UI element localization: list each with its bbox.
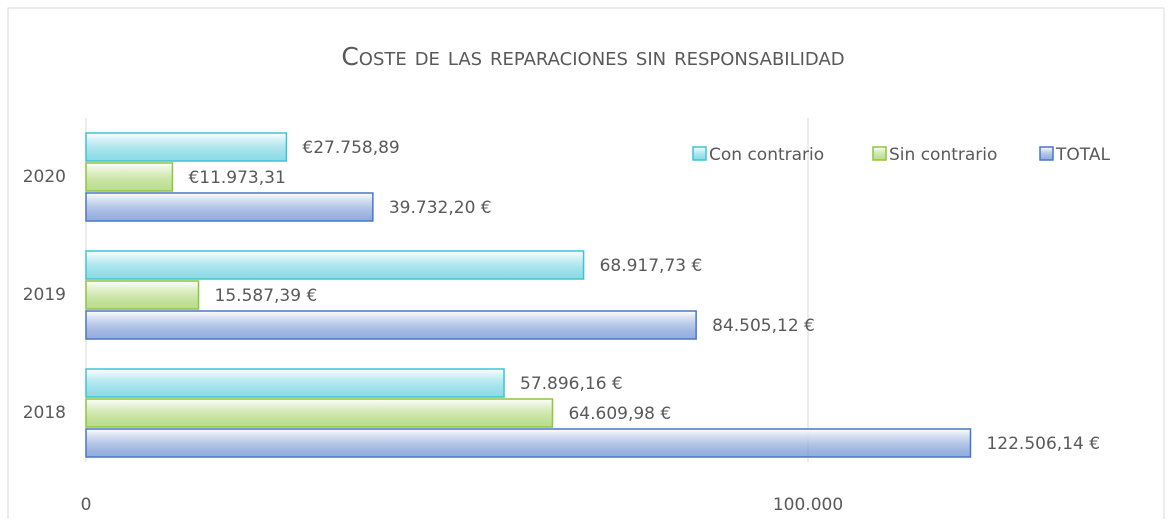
data-label: €27.758,89 — [302, 138, 399, 158]
data-label: 122.506,14 € — [986, 434, 1100, 454]
legend-label: Sin contrario — [889, 145, 997, 165]
data-label: 64.609,98 € — [568, 404, 671, 424]
data-label: 57.896,16 € — [520, 374, 623, 394]
bar — [85, 398, 554, 428]
data-label: 84.505,12 € — [712, 316, 815, 336]
data-label: 39.732,20 € — [389, 198, 492, 218]
y-tick-label: 2020 — [23, 167, 66, 187]
bar — [85, 132, 288, 162]
bar — [85, 250, 585, 280]
y-tick-label: 2018 — [23, 403, 66, 423]
bar — [85, 368, 505, 398]
legend-swatch — [1039, 146, 1054, 161]
bar — [85, 280, 200, 310]
bar — [85, 162, 174, 192]
legend-label: TOTAL — [1055, 145, 1110, 165]
y-tick-label: 2019 — [23, 285, 66, 305]
data-label: 68.917,73 € — [600, 256, 703, 276]
bar — [85, 310, 697, 340]
legend-swatch — [692, 146, 707, 161]
x-tick-label: 0 — [81, 495, 92, 515]
data-label: 15.587,39 € — [215, 286, 318, 306]
data-label: €11.973,31 — [188, 168, 285, 188]
legend-label: Con contrario — [709, 145, 824, 165]
x-tick-label: 100.000 — [773, 495, 843, 515]
bar — [85, 428, 972, 458]
chart-title: Coste de las reparaciones sin responsabi… — [341, 42, 844, 71]
bar — [85, 192, 374, 222]
legend-swatch — [872, 146, 887, 161]
